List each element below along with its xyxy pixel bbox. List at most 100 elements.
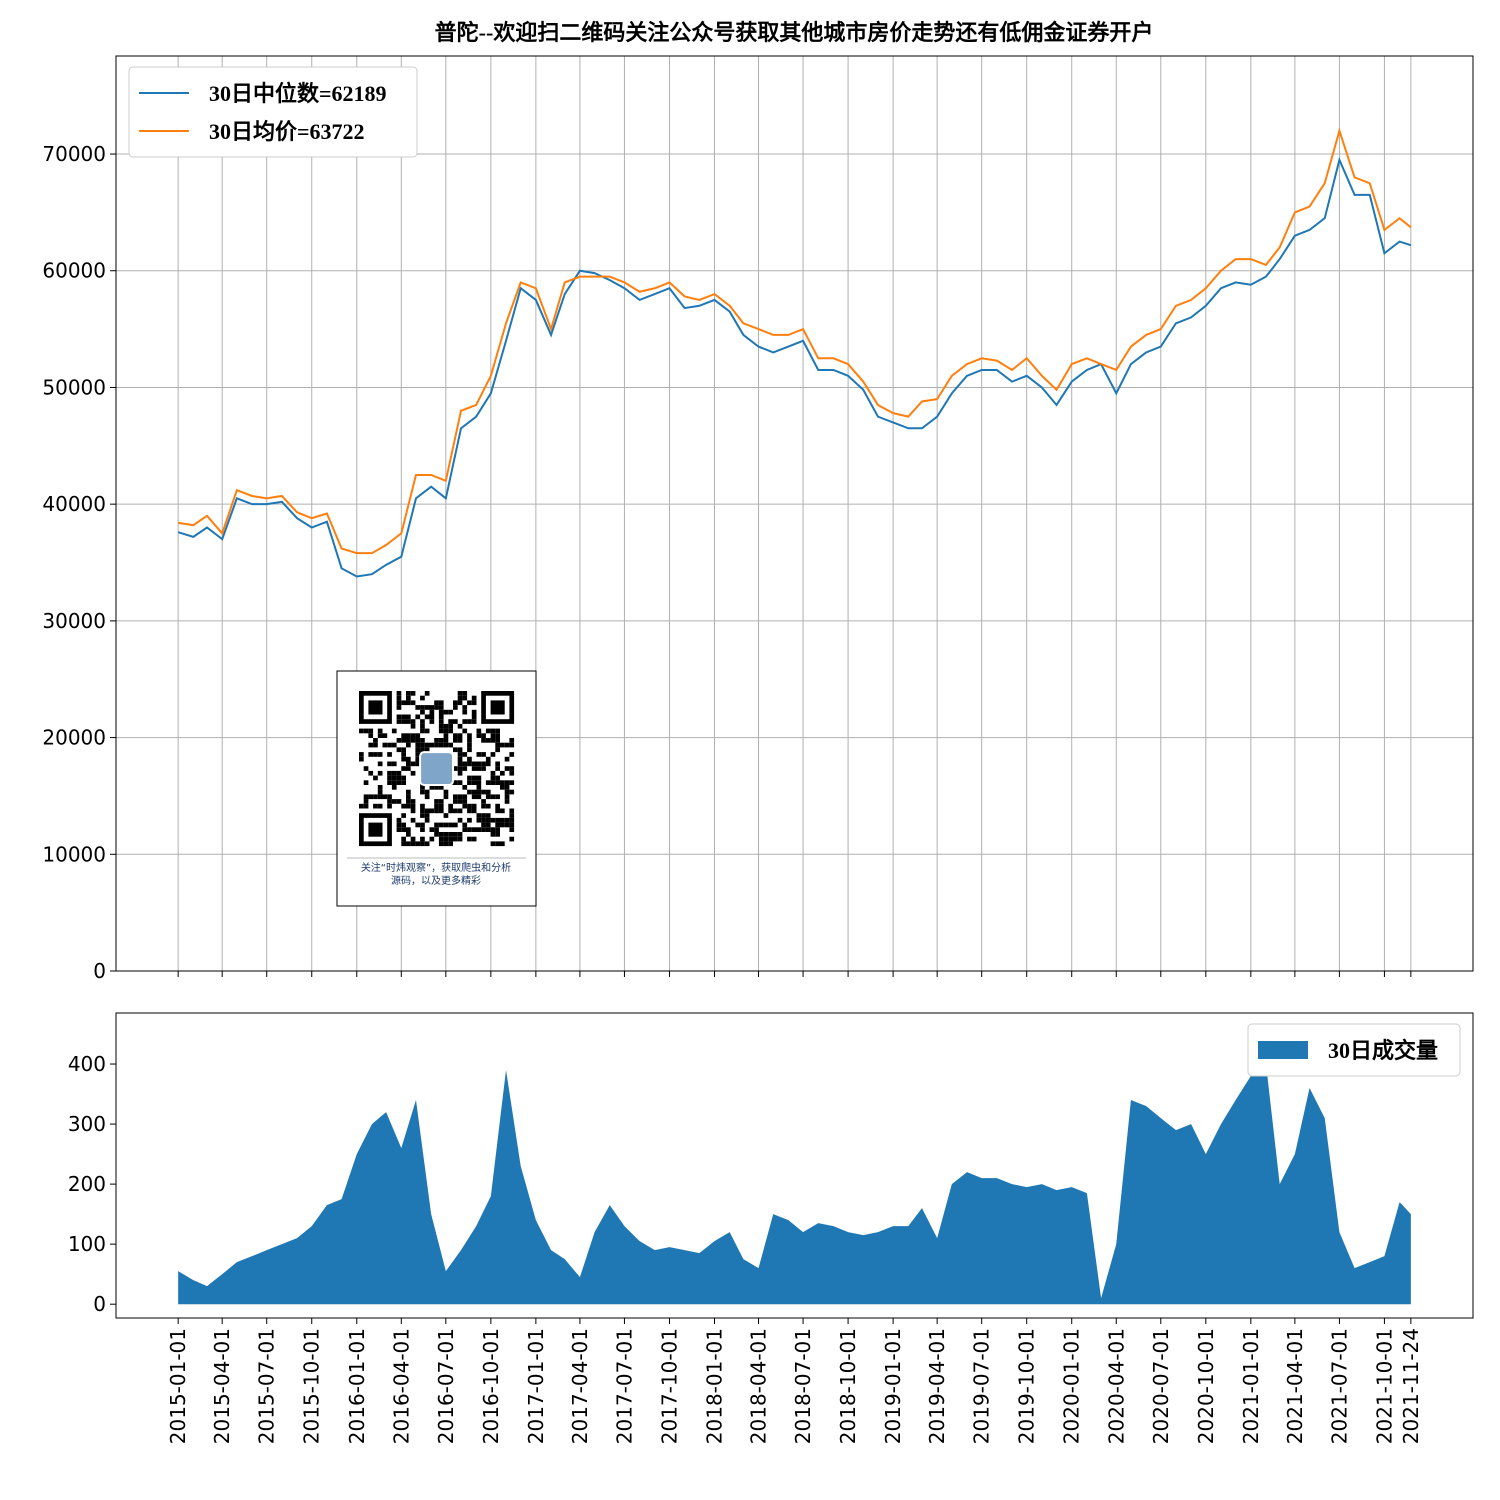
qr-module (406, 756, 411, 762)
x-tick-label: 2021-07-01 (1327, 1328, 1351, 1444)
qr-module (368, 752, 374, 757)
x-tick-label: 2020-10-01 (1194, 1328, 1218, 1444)
x-tick-label: 2018-04-01 (747, 1328, 771, 1444)
qr-module (420, 822, 425, 828)
qr-module (448, 832, 453, 837)
qr-module (495, 775, 500, 781)
qr-module (448, 742, 453, 748)
qr-module (396, 747, 402, 753)
qr-module (443, 822, 449, 828)
qr-module (401, 813, 406, 818)
qr-module (387, 742, 392, 748)
qr-module (401, 733, 406, 738)
qr-module (500, 808, 505, 814)
qr-module (396, 770, 402, 776)
qr-module (485, 756, 491, 762)
x-tick-label: 2017-01-01 (524, 1328, 548, 1444)
qr-module (481, 803, 486, 809)
qr-module (467, 827, 472, 832)
qr-module (467, 733, 472, 738)
qr-module (457, 695, 463, 701)
qr-module (476, 775, 482, 781)
qr-module (453, 836, 458, 842)
qr-module (453, 766, 458, 771)
qr-module (443, 841, 449, 847)
qr-module (453, 705, 458, 710)
qr-module (420, 836, 425, 842)
qr-module (481, 789, 486, 795)
x-tick-label: 2016-01-01 (345, 1328, 369, 1444)
qr-module (457, 808, 463, 814)
qr-module (453, 747, 458, 753)
y-tick-label: 100 (68, 1232, 106, 1256)
qr-module (396, 827, 402, 832)
qr-module (443, 794, 449, 800)
qr-module (396, 799, 402, 804)
qr-module (462, 695, 468, 701)
qr-module (391, 785, 397, 790)
qr-module (443, 738, 449, 743)
qr-module (495, 766, 500, 771)
y-tick-label: 400 (68, 1052, 106, 1076)
qr-module (391, 742, 397, 748)
qr-module (415, 705, 421, 710)
x-tick-label: 2016-04-01 (389, 1328, 413, 1444)
qr-module (495, 738, 500, 743)
qr-module (490, 775, 496, 781)
qr-module (490, 794, 496, 800)
qr-avatar (419, 751, 455, 786)
qr-module (495, 742, 500, 748)
qr-module (420, 803, 425, 809)
qr-module (429, 709, 435, 715)
qr-module (424, 789, 430, 795)
qr-module (420, 747, 425, 753)
qr-module (406, 691, 411, 696)
qr-module (373, 794, 378, 800)
qr-module (495, 728, 500, 734)
qr-module (453, 700, 458, 706)
qr-module (481, 752, 486, 757)
qr-module (401, 700, 406, 706)
qr-module (387, 794, 392, 800)
qr-module (429, 827, 435, 832)
qr-module (363, 780, 369, 785)
qr-module (396, 822, 402, 828)
qr-module (420, 841, 425, 847)
qr-module (467, 808, 472, 814)
qr-module (406, 832, 411, 837)
qr-module (434, 799, 439, 804)
qr-module (509, 780, 515, 785)
qr-module (495, 822, 500, 828)
qr-module (457, 747, 463, 753)
qr-module (476, 733, 482, 738)
qr-module (382, 733, 388, 738)
qr-module (443, 832, 449, 837)
qr-module (509, 770, 515, 776)
qr-module (457, 733, 463, 738)
qr-module (387, 803, 392, 809)
qr-module (406, 714, 411, 720)
x-tick-label: 2017-07-01 (612, 1328, 636, 1444)
qr-module (495, 808, 500, 814)
qr-module (471, 695, 477, 701)
qr-module (457, 723, 463, 729)
qr-module (485, 803, 491, 809)
qr-module (420, 808, 425, 814)
qr-module (420, 789, 425, 795)
qr-module (509, 813, 515, 818)
qr-module (500, 770, 505, 776)
qr-module (485, 780, 491, 785)
qr-module (406, 719, 411, 724)
qr-module (396, 719, 402, 724)
qr-module (462, 803, 468, 809)
qr-module (406, 695, 411, 701)
qr-module (490, 827, 496, 832)
qr-module (509, 817, 515, 823)
qr-module (391, 775, 397, 781)
qr-module (363, 803, 369, 809)
qr-module (438, 832, 444, 837)
x-tick-label: 2020-01-01 (1060, 1328, 1084, 1444)
qr-module (485, 728, 491, 734)
qr-module (453, 794, 458, 800)
qr-module (438, 714, 444, 720)
